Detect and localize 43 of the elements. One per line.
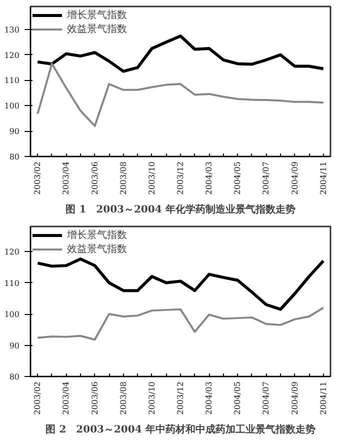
x-tick-label: 2003/12 (176, 382, 185, 415)
x-tick-label: 2004/03 (204, 382, 214, 415)
x-tick-label: 2003/02 (33, 382, 42, 415)
legend-label: 效益景气指数 (67, 22, 127, 36)
x-tick-label: 2003/02 (33, 162, 42, 195)
y-tick-label: 100 (4, 310, 20, 319)
y-tick-label: 80 (9, 152, 20, 162)
y-tick-label: 130 (4, 25, 20, 34)
legend-label: 增长景气指数 (67, 8, 127, 22)
x-tick-label: 2003/08 (118, 382, 128, 415)
legend-label: 增长景气指数 (67, 228, 127, 242)
line-series (36, 306, 324, 341)
text: 图 2 2003～2004 年中药材和中成药加工业景气指数走势 (46, 424, 316, 436)
x-tick-label: 2003/06 (90, 382, 100, 415)
y-tick-label: 80 (9, 372, 20, 382)
x-tick-label: 2004/05 (233, 162, 242, 195)
x-tick-label: 2004/07 (262, 162, 271, 195)
x-tick-label: 2003/06 (90, 162, 100, 195)
x-tick-label: 2004/09 (290, 162, 300, 195)
x-tick-label: 2003/08 (118, 162, 128, 195)
y-tick-label: 110 (4, 278, 20, 288)
line-series (36, 62, 324, 127)
x-tick-label: 2003/12 (176, 162, 185, 195)
y-tick-label: 110 (4, 76, 20, 86)
x-tick-label: 2004/11 (318, 162, 328, 195)
text: 图 1 2003～2004 年化学药制造业景气指数走势 (66, 204, 296, 216)
x-tick-label: 2003/10 (147, 162, 156, 195)
y-tick-label: 120 (4, 248, 20, 256)
legend-label: 效益景气指数 (67, 242, 127, 256)
x-tick-label: 2004/07 (262, 382, 271, 415)
line-series (36, 34, 325, 73)
x-tick-label: 2003/04 (62, 382, 71, 415)
y-tick-label: 100 (4, 102, 20, 111)
x-tick-label: 2004/09 (290, 382, 300, 415)
x-tick-label: 2004/11 (318, 382, 328, 415)
x-tick-label: 2003/10 (147, 382, 156, 415)
y-tick-label: 90 (9, 341, 20, 350)
x-tick-label: 2004/03 (204, 162, 214, 195)
y-tick-label: 90 (9, 127, 20, 136)
y-tick-label: 120 (4, 50, 20, 60)
line-series (36, 258, 325, 311)
x-tick-label: 2004/05 (233, 382, 242, 415)
x-tick-label: 2003/04 (62, 162, 71, 195)
